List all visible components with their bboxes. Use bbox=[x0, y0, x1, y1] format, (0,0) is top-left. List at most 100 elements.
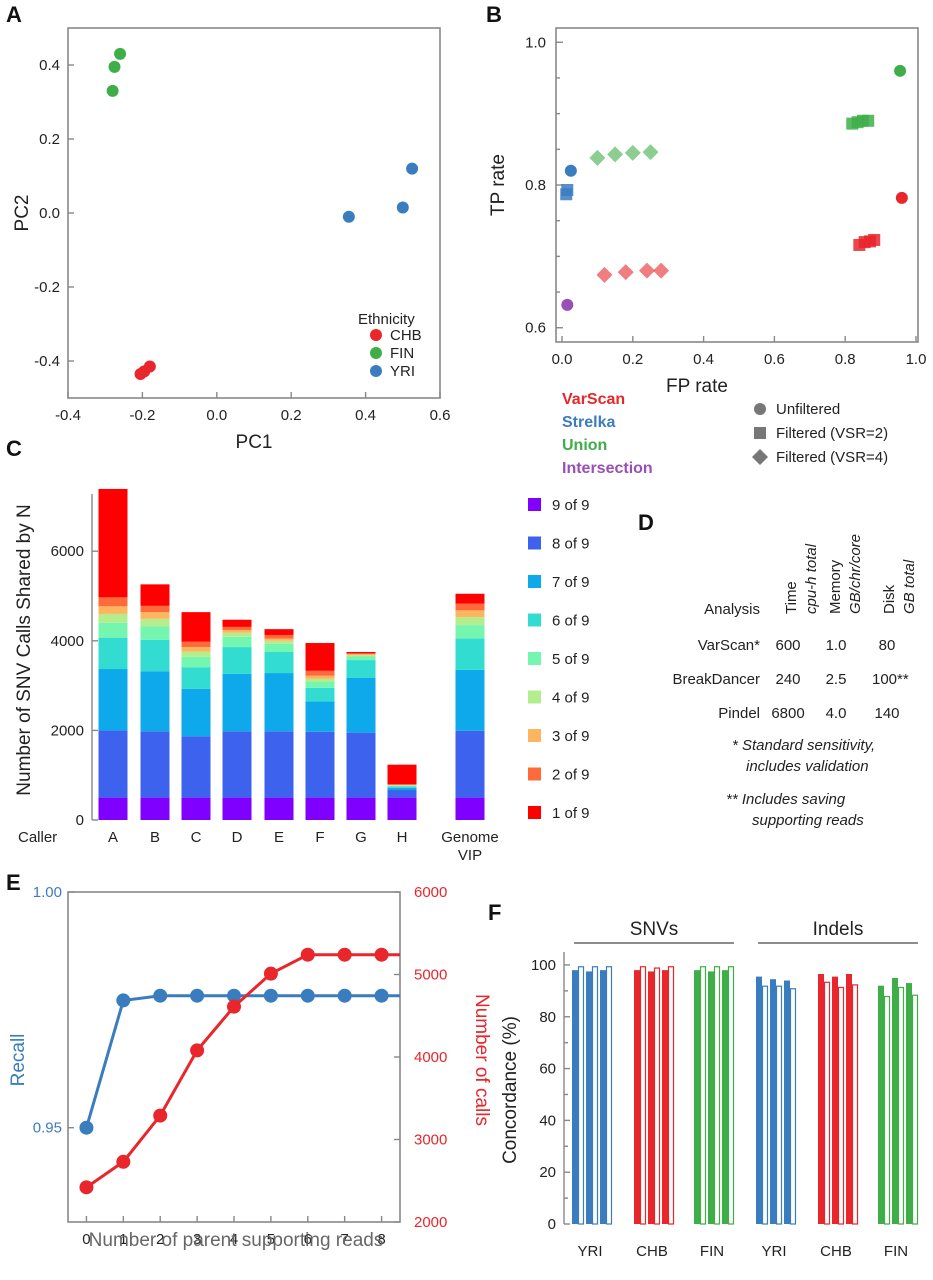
y-tick-label: 0.4 bbox=[39, 57, 60, 74]
bar-segment-b-2 bbox=[140, 671, 170, 732]
y-tick-label: 40 bbox=[539, 1112, 556, 1129]
bar-segment-a-4 bbox=[98, 622, 128, 638]
bar-segment-a-1 bbox=[98, 730, 128, 798]
bar-outline-fin bbox=[727, 966, 735, 1225]
category-label: A bbox=[108, 829, 118, 846]
table-cell: 1.0 bbox=[826, 637, 847, 654]
data-point-strelka-square bbox=[561, 183, 574, 196]
y-tick-label: 4000 bbox=[51, 633, 84, 650]
y-axis-label: Number of SNV Calls Shared by N bbox=[14, 504, 35, 795]
bar-segment-d-8 bbox=[222, 619, 252, 627]
legend-label-yri: YRI bbox=[390, 363, 415, 380]
legend-shape-label: Filtered (VSR=4) bbox=[776, 449, 888, 466]
table-cell: 140 bbox=[874, 705, 899, 722]
bar-segment-b-5 bbox=[140, 618, 170, 627]
x-tick-label: 0.6 bbox=[764, 351, 785, 368]
bar-segment-c-3 bbox=[181, 667, 211, 689]
legend-label: 8 of 9 bbox=[552, 536, 590, 553]
bar-solid-fin bbox=[878, 985, 884, 1224]
bar-outline-chb bbox=[639, 966, 647, 1225]
bar-outline-chb bbox=[667, 966, 675, 1225]
bar-solid-fin bbox=[906, 983, 912, 1224]
category-label: VIP bbox=[458, 847, 482, 864]
table-cell: 4.0 bbox=[826, 705, 847, 722]
bar-segment-g-4 bbox=[346, 656, 376, 661]
data-point-union-circle bbox=[894, 64, 907, 77]
bar-segment-a-2 bbox=[98, 669, 128, 731]
series-point-recall bbox=[374, 988, 389, 1003]
x-tick-label: -0.4 bbox=[55, 407, 81, 424]
category-label: H bbox=[397, 829, 408, 846]
bar-solid-yri bbox=[770, 979, 776, 1224]
legend-label: 9 of 9 bbox=[552, 497, 590, 514]
panel-letter-d: D bbox=[638, 510, 654, 535]
x-tick-label: 8 bbox=[377, 1231, 385, 1248]
series-point-recall bbox=[153, 988, 168, 1003]
bar-segment-g-6 bbox=[346, 654, 376, 656]
bar-segment-e-1 bbox=[264, 731, 294, 798]
category-label: YRI bbox=[577, 1243, 602, 1260]
bar-segment-b-3 bbox=[140, 639, 170, 672]
legend-caller-intersection: Intersection bbox=[562, 460, 653, 477]
left-axis-label: Recall bbox=[8, 1034, 29, 1087]
series-point-number-of-calls bbox=[300, 947, 315, 962]
right-tick-label: 4000 bbox=[414, 1049, 447, 1066]
bar-segment-f-0 bbox=[305, 797, 335, 820]
bar-segment-g-0 bbox=[346, 797, 376, 820]
x-axis-label: Caller bbox=[18, 829, 57, 846]
data-point-varscan-circle bbox=[895, 191, 908, 204]
series-point-number-of-calls bbox=[227, 999, 241, 1014]
row-name: VarScan* bbox=[698, 637, 760, 654]
bar-segment-d-2 bbox=[222, 673, 252, 732]
series-point-recall bbox=[227, 988, 241, 1003]
bar-segment-b-8 bbox=[140, 584, 170, 606]
table-cell: 240 bbox=[775, 671, 800, 688]
category-label: D bbox=[232, 829, 243, 846]
data-point-yri bbox=[342, 210, 355, 223]
right-tick-label: 5000 bbox=[414, 967, 447, 984]
category-label: FIN bbox=[884, 1243, 908, 1260]
bar-solid-fin bbox=[708, 971, 714, 1224]
bar-segment-a-8 bbox=[98, 488, 128, 598]
legend-caller-varscan: VarScan bbox=[562, 391, 625, 408]
bar-segment-c-5 bbox=[181, 651, 211, 657]
legend-swatch bbox=[528, 806, 541, 819]
x-tick-label: 6 bbox=[304, 1231, 312, 1248]
legend-label-chb: CHB bbox=[390, 327, 422, 344]
legend-swatch bbox=[528, 652, 541, 665]
legend-caller-union: Union bbox=[562, 437, 607, 454]
series-point-number-of-calls bbox=[263, 966, 278, 981]
bar-segment-b-1 bbox=[140, 731, 170, 798]
category-label: CHB bbox=[636, 1243, 668, 1260]
column-subheader: cpu-h total bbox=[803, 543, 820, 614]
bar-solid-yri bbox=[600, 970, 606, 1224]
bar-solid-chb bbox=[818, 974, 824, 1224]
bar-segment-e-7 bbox=[264, 634, 294, 639]
data-point-fin bbox=[108, 60, 121, 73]
data-point-strelka-circle bbox=[564, 164, 577, 177]
x-tick-label: 7 bbox=[340, 1231, 348, 1248]
bar-segment-f-2 bbox=[305, 701, 335, 732]
x-axis-label: Number of parent supporting reads bbox=[89, 1230, 384, 1251]
legend-shape-label: Filtered (VSR=2) bbox=[776, 425, 888, 442]
y-tick-label: 100 bbox=[531, 957, 556, 974]
legend-shape-square bbox=[754, 427, 766, 439]
table-cell: 2.5 bbox=[826, 671, 847, 688]
bar-segment-c-7 bbox=[181, 641, 211, 648]
bar-outline-yri bbox=[577, 966, 585, 1225]
bar-solid-chb bbox=[634, 970, 640, 1224]
x-tick-label: 0.8 bbox=[835, 351, 856, 368]
y-axis-label: TP rate bbox=[488, 154, 509, 216]
category-label: F bbox=[315, 829, 324, 846]
panel-a-pca-scatter: -0.4 -0.2 0.0 0.2 0.4 0.6 -0.4 -0.2 0.0 0.2 0.4 PC1… bbox=[12, 27, 450, 453]
legend-shape-circle bbox=[754, 403, 766, 415]
bar-solid-yri bbox=[586, 971, 592, 1224]
left-tick-label: 0.95 bbox=[33, 1120, 62, 1137]
data-point-varscan-diamond bbox=[638, 262, 655, 279]
y-tick-label: 6000 bbox=[51, 543, 84, 560]
bar-segment-h-3 bbox=[387, 786, 417, 788]
y-tick-label: 2000 bbox=[51, 722, 84, 739]
bar-segment-genome-vip-4 bbox=[455, 625, 485, 639]
legend-swatch bbox=[528, 729, 541, 742]
